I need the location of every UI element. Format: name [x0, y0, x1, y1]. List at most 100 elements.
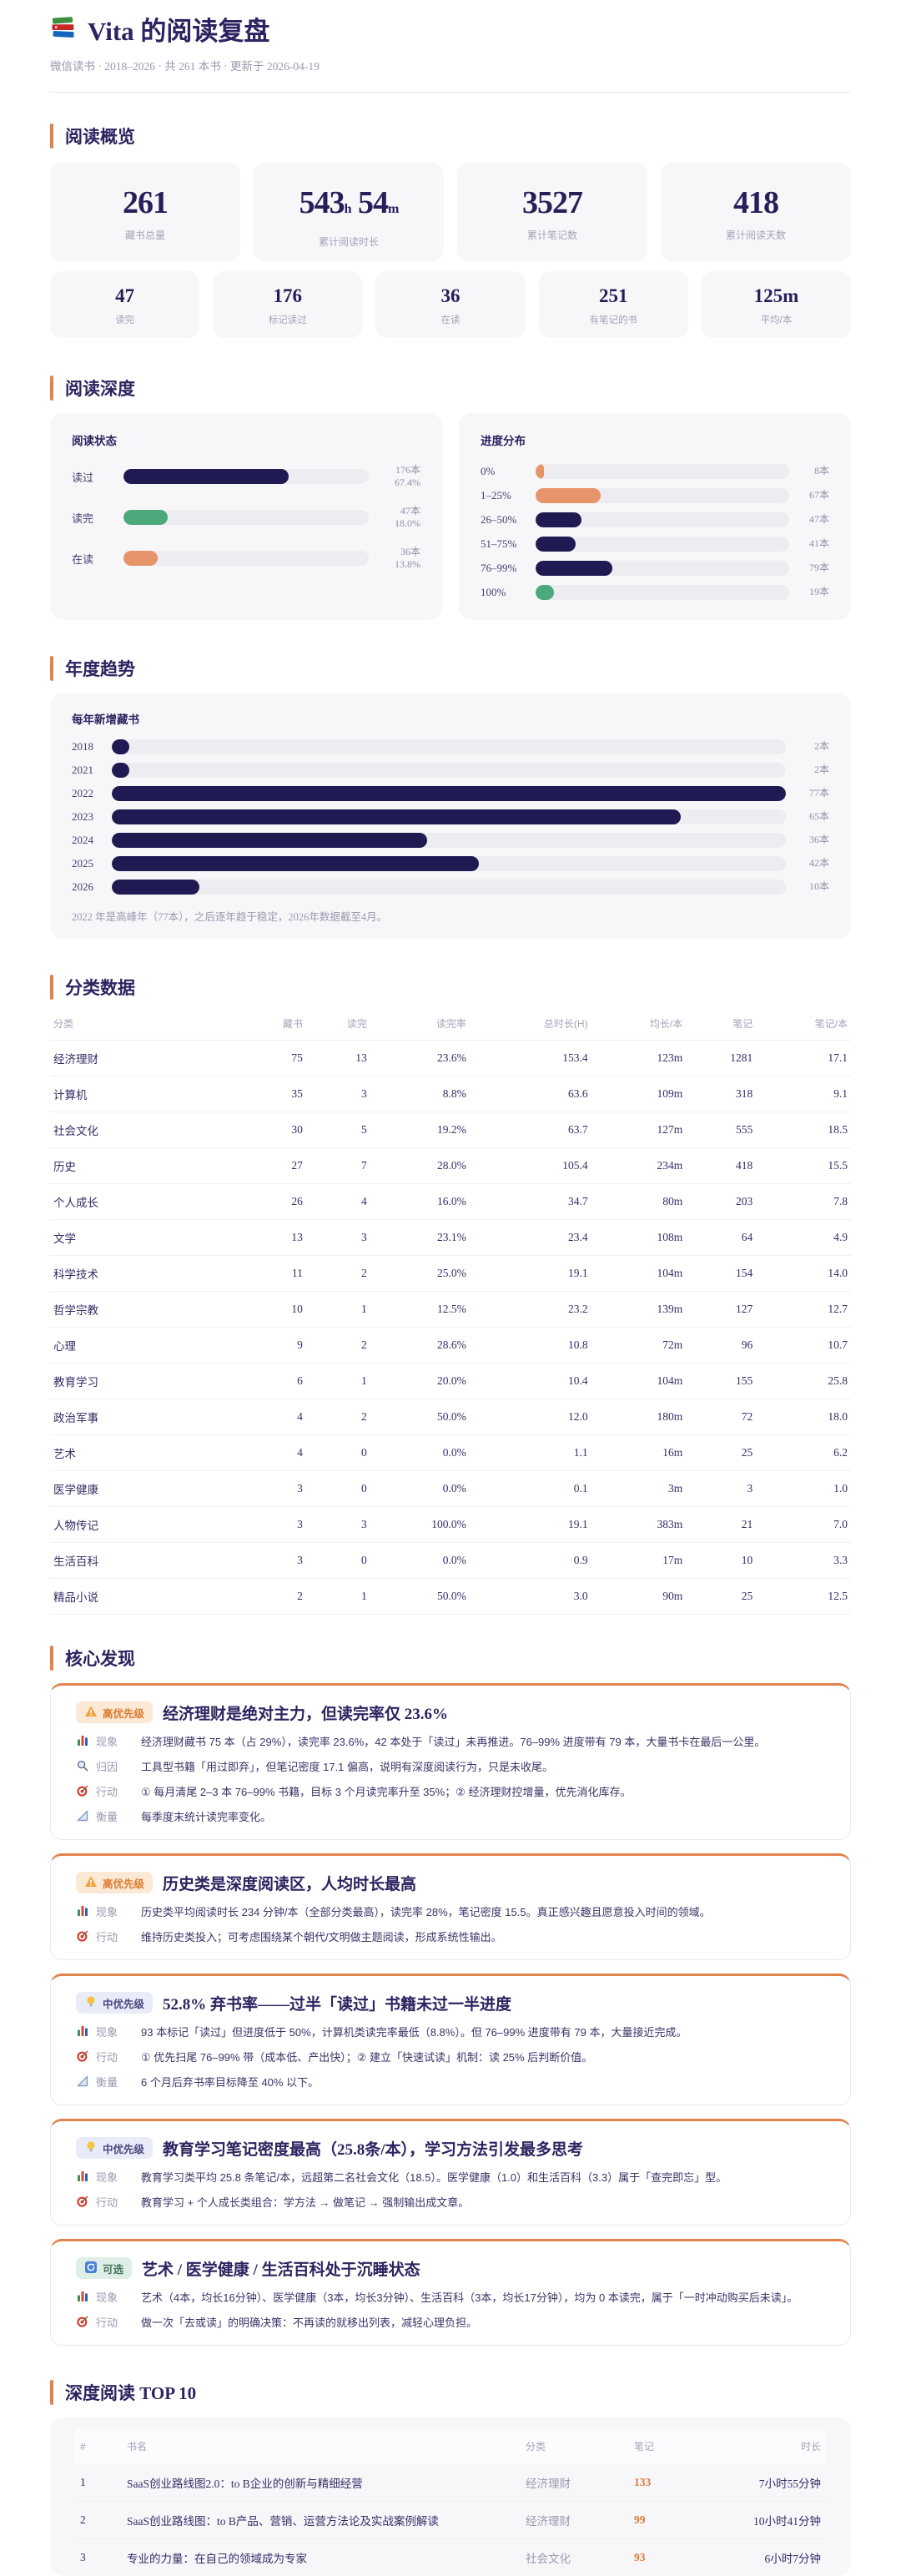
stat-value: 176	[213, 285, 362, 306]
bar-value-line: 18.0%	[369, 517, 420, 530]
column-header: 均长/本	[591, 1007, 687, 1041]
finding-card: 中优先级教育学习笔记密度最高（25.8条/本），学习方法引发最多思考现象教育学习…	[50, 2119, 851, 2226]
finding-row: 行动维持历史类投入；可考虑围绕某个朝代/文明做主题阅读，形成系统性输出。	[76, 1928, 825, 1944]
table-cell: 203	[686, 1184, 756, 1220]
table-cell: 7	[306, 1148, 370, 1184]
bar-label: 2023	[72, 810, 112, 824]
table-cell: 10.4	[470, 1364, 591, 1399]
finding-header: 中优先级教育学习笔记密度最高（25.8条/本），学习方法引发最多思考	[76, 2136, 825, 2160]
table-cell: 政治军事	[50, 1399, 242, 1435]
page-subtitle: 微信读书 · 2018–2026 · 共 261 本书 · 更新于 2026-0…	[50, 58, 851, 75]
trend-note: 2022 年是高峰年（77本），之后逐年趋于稳定，2026年数据截至4月。	[72, 908, 829, 924]
table-cell: 123m	[591, 1041, 687, 1076]
target-icon	[76, 1784, 89, 1797]
table-cell: 心理	[50, 1328, 242, 1364]
stat-unit: m	[388, 202, 398, 216]
bar-value: 79本	[789, 562, 829, 574]
table-cell: 历史	[50, 1148, 242, 1184]
page-title-text: Vita 的阅读复盘	[88, 17, 269, 47]
finding-card: 高优先级经济理财是绝对主力，但读完率仅 23.6%现象经济理财藏书 75 本（占…	[50, 1683, 851, 1840]
table-cell: 108m	[591, 1220, 687, 1256]
bar-track	[536, 464, 789, 479]
finding-row-label: 行动	[96, 2314, 134, 2330]
findings-list: 高优先级经济理财是绝对主力，但读完率仅 23.6%现象经济理财藏书 75 本（占…	[50, 1683, 851, 2346]
section-title-category: 分类数据	[50, 974, 851, 1001]
table-cell: 3	[686, 1471, 756, 1507]
bar-value-line: 67本	[789, 489, 829, 502]
table-cell: 0.0%	[370, 1543, 470, 1579]
badge-warning-icon	[84, 1875, 98, 1891]
section-accent-bar	[50, 1646, 53, 1671]
bar-value-line: 79本	[789, 562, 829, 574]
table-cell: 艺术	[50, 1435, 242, 1471]
bar-row: 76–99%79本	[481, 558, 829, 577]
table-cell: 3	[306, 1076, 370, 1112]
table-cell-cat: 经济理财	[521, 2502, 629, 2539]
bar-label: 2024	[72, 834, 112, 847]
table-cell: 28.6%	[370, 1328, 470, 1364]
section-accent-bar	[50, 975, 53, 1000]
bar-row: 100%19本	[481, 582, 829, 602]
table-cell: 16.0%	[370, 1184, 470, 1220]
section-title-depth: 阅读深度	[50, 375, 851, 401]
priority-badge: 高优先级	[76, 1872, 153, 1893]
chart-icon	[76, 1904, 89, 1918]
bar-value: 2本	[786, 740, 829, 753]
table-cell: 19.1	[470, 1507, 591, 1543]
bar-track	[112, 739, 786, 754]
table-cell: 50.0%	[370, 1399, 470, 1435]
page-title: Vita 的阅读复盘	[50, 15, 851, 48]
column-header: 读完	[306, 1007, 370, 1041]
bar-value: 10本	[786, 880, 829, 893]
table-cell: 4	[242, 1435, 306, 1471]
finding-row-label: 行动	[96, 1783, 134, 1799]
bar-value: 8本	[789, 465, 829, 477]
table-cell: 0.0%	[370, 1435, 470, 1471]
chart-icon	[76, 1734, 89, 1747]
table-cell-notes: 99	[629, 2502, 709, 2539]
finding-row-text: 做一次「去或读」的明确决策：不再读的就移出列表，减轻心理负担。	[141, 2314, 477, 2330]
stat-label: 在读	[375, 313, 525, 326]
stat-number: 3527	[522, 185, 582, 220]
table-cell: 6	[242, 1364, 306, 1399]
bar-value-line: 47本	[369, 505, 420, 517]
table-cell: 1.0	[756, 1471, 851, 1507]
table-cell: 2	[242, 1579, 306, 1615]
table-cell: 10.8	[470, 1328, 591, 1364]
table-cell: 23.6%	[370, 1041, 470, 1076]
bar-track	[112, 786, 786, 801]
badge-label: 中优先级	[103, 1995, 144, 2011]
table-cell: 9	[242, 1328, 306, 1364]
bar-row: 26–50%47本	[481, 510, 829, 529]
bar-value-line: 65本	[786, 810, 829, 823]
table-cell: 0	[306, 1471, 370, 1507]
table-cell-title: SaaS创业路线图2.0：to B企业的创新与精细经营	[122, 2464, 521, 2502]
table-cell: 12.7	[756, 1292, 851, 1328]
column-header: 分类	[521, 2429, 629, 2464]
stat-label: 藏书总量	[50, 228, 240, 242]
bar-value-line: 47本	[789, 513, 829, 526]
table-cell: 63.7	[470, 1112, 591, 1148]
table-cell: 21	[686, 1507, 756, 1543]
table-cell: 63.6	[470, 1076, 591, 1112]
table-cell: 3	[242, 1543, 306, 1579]
table-cell: 文学	[50, 1220, 242, 1256]
